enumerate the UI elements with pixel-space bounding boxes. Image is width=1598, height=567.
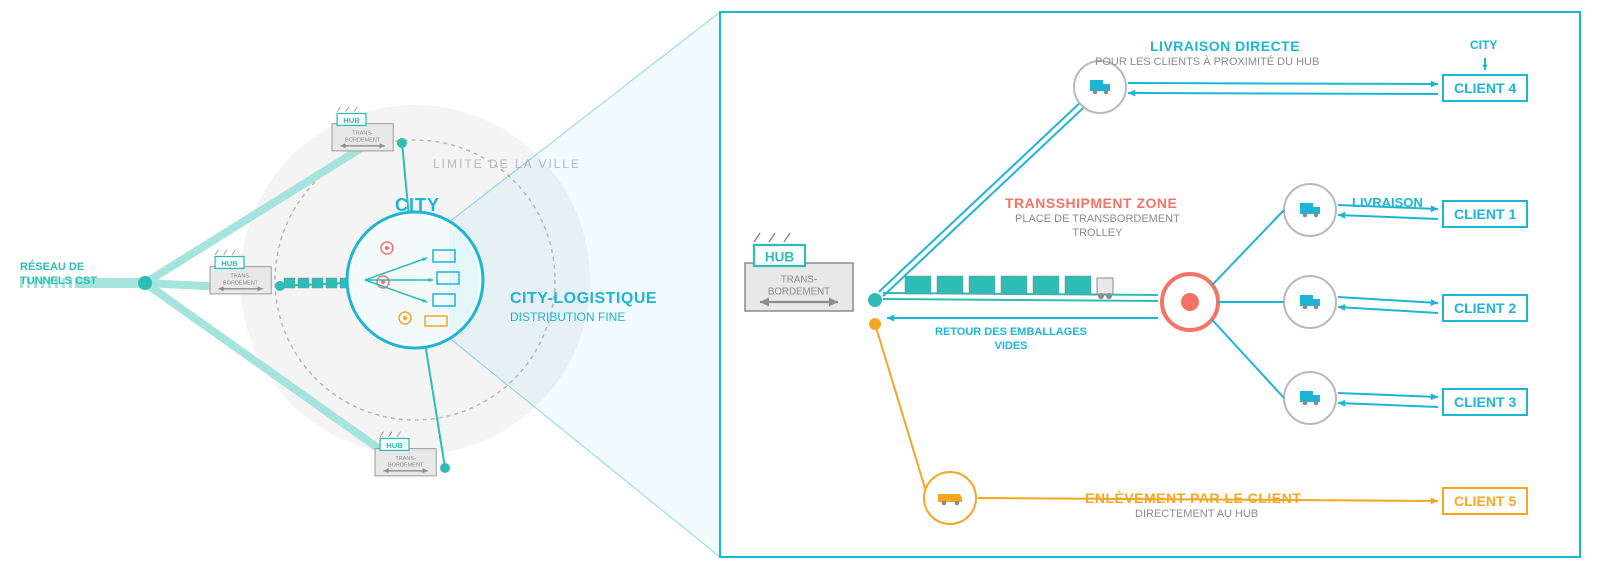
logistics-sub: DISTRIBUTION FINE <box>510 310 625 324</box>
client-box-4: CLIENT 3 <box>1442 388 1528 416</box>
transship-title: TRANSSHIPMENT ZONE <box>1005 195 1177 211</box>
return-label: RETOUR DES EMBALLAGES VIDES <box>935 325 1087 354</box>
delivery-label: LIVRAISON <box>1352 195 1423 210</box>
svg-text:HUB: HUB <box>221 259 238 268</box>
client-box-2: CLIENT 1 <box>1442 200 1528 228</box>
svg-text:HUB: HUB <box>765 250 794 265</box>
city-label: CITY <box>395 195 440 216</box>
svg-text:BORDEMENT: BORDEMENT <box>223 281 259 287</box>
diagram-canvas: LIMITE DE LA VILLEHUBTRANS-BORDEMENTHUBT… <box>0 0 1598 567</box>
svg-text:TRANS-: TRANS- <box>230 274 251 280</box>
client-box-1: CLIENT 4 <box>1442 74 1528 102</box>
pickup-title: ENLÈVEMENT PAR LE CLIENT <box>1085 490 1301 506</box>
direct-sub: POUR LES CLIENTS À PROXIMITÉ DU HUB <box>1095 56 1319 68</box>
svg-text:BORDEMENT: BORDEMENT <box>768 287 830 298</box>
svg-text:TRANS-: TRANS- <box>781 275 817 286</box>
svg-text:BORDEMENT: BORDEMENT <box>345 138 381 144</box>
transship-sub: PLACE DE TRANSBORDEMENT TROLLEY <box>1015 212 1180 241</box>
pickup-sub: DIRECTEMENT AU HUB <box>1135 508 1258 520</box>
network-label: RÉSEAU DE TUNNELS CST <box>20 260 97 289</box>
svg-text:HUB: HUB <box>386 441 403 450</box>
client-box-3: CLIENT 2 <box>1442 294 1528 322</box>
svg-text:HUB: HUB <box>343 116 360 125</box>
logistics-title: CITY-LOGISTIQUE <box>510 290 657 308</box>
svg-text:TRANS-: TRANS- <box>352 131 373 137</box>
svg-text:BORDEMENT: BORDEMENT <box>388 463 424 469</box>
city-small-label: CITY <box>1470 38 1497 52</box>
client-box-5: CLIENT 5 <box>1442 487 1528 515</box>
diagram-svg: LIMITE DE LA VILLEHUBTRANS-BORDEMENTHUBT… <box>0 0 1598 567</box>
direct-title: LIVRAISON DIRECTE <box>1150 38 1300 54</box>
svg-text:TRANS-: TRANS- <box>395 456 416 462</box>
